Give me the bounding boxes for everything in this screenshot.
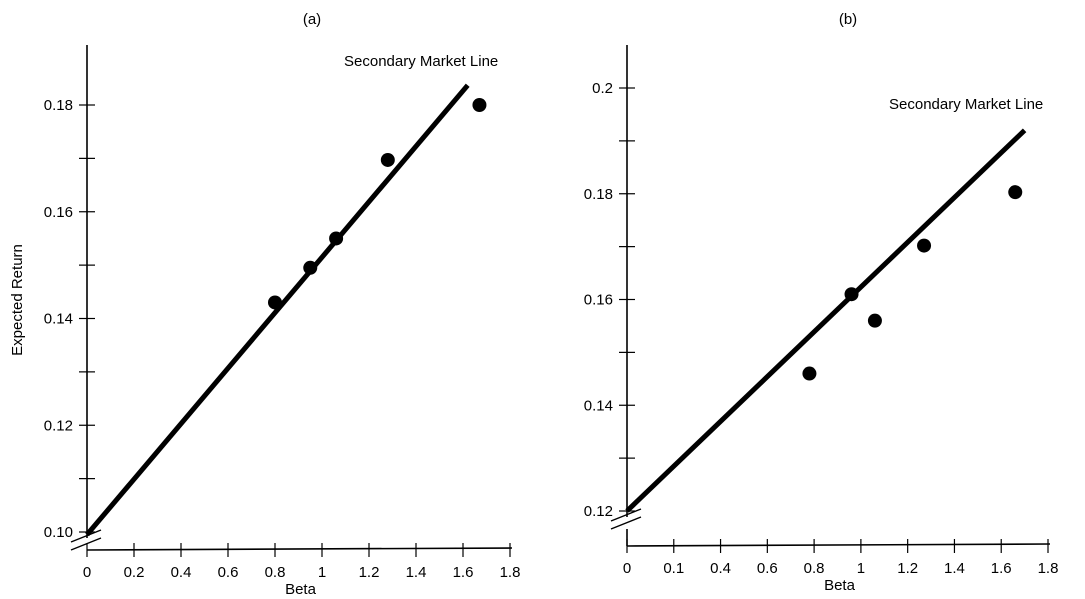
data-point bbox=[329, 231, 344, 246]
x-axis-title: Beta bbox=[824, 577, 856, 594]
panel-title: (a) bbox=[303, 11, 321, 28]
x-tick-label: 0.8 bbox=[265, 564, 286, 581]
x-tick-label: 1 bbox=[857, 560, 865, 577]
secondary-market-line bbox=[85, 83, 470, 537]
y-tick-label: 0.18 bbox=[584, 186, 613, 203]
data-point bbox=[844, 287, 859, 302]
x-axis-line bbox=[626, 543, 1051, 547]
axis-break-mark bbox=[70, 529, 102, 543]
x-axis-line bbox=[86, 547, 513, 551]
y-tick-label: 0.12 bbox=[44, 417, 73, 434]
y-tick-label: 0.10 bbox=[44, 524, 73, 541]
x-tick-label: 0.6 bbox=[218, 564, 239, 581]
x-tick-label: 1.4 bbox=[944, 560, 965, 577]
x-axis-title: Beta bbox=[285, 581, 317, 598]
data-point bbox=[802, 366, 817, 381]
line-label: Secondary Market Line bbox=[344, 53, 498, 70]
data-point bbox=[1008, 185, 1023, 200]
y-tick-label: 0.18 bbox=[44, 97, 73, 114]
y-tick-label: 0.14 bbox=[44, 311, 73, 328]
x-tick-label: 0.4 bbox=[171, 564, 192, 581]
x-tick-label: 1.6 bbox=[453, 564, 474, 581]
data-point bbox=[380, 152, 395, 167]
y-tick-label: 0.16 bbox=[584, 292, 613, 309]
data-point bbox=[268, 295, 282, 310]
x-tick-label: 1 bbox=[318, 564, 326, 581]
y-tick-label: 0.12 bbox=[584, 503, 613, 520]
chart-panel-b: (b) 0.12 0.14 0.16 0.18 0.2 0 0.1 0.4 0.6 0.8 1 1.2 1… bbox=[584, 11, 1059, 594]
data-point bbox=[917, 238, 932, 253]
x-tick-label: 1.2 bbox=[897, 560, 918, 577]
y-tick-label: 0.2 bbox=[592, 80, 613, 97]
data-point bbox=[472, 98, 487, 112]
y-axis-title: Expected Return bbox=[9, 244, 26, 356]
x-tick-label: 1.4 bbox=[406, 564, 427, 581]
x-tick-label: 0.2 bbox=[124, 564, 145, 581]
panel-title: (b) bbox=[839, 11, 857, 28]
x-tick-label: 1.6 bbox=[991, 560, 1012, 577]
chart-panel-a: (a) 0.10 0.12 0.14 0.16 0.18 0 0.2 0.4 0.6 0.8 1 1.2… bbox=[9, 11, 520, 598]
x-tick-label: 1.2 bbox=[359, 564, 380, 581]
x-tick-label: 0.4 bbox=[710, 560, 731, 577]
data-point bbox=[867, 313, 882, 328]
x-tick-label: 1.8 bbox=[500, 564, 521, 581]
axis-break-mark bbox=[610, 508, 642, 522]
x-tick-label: 0 bbox=[83, 564, 91, 581]
data-point bbox=[303, 260, 318, 275]
x-tick-label: 1.8 bbox=[1038, 560, 1059, 577]
y-tick-label: 0.14 bbox=[584, 397, 613, 414]
x-tick-label: 0 bbox=[623, 560, 631, 577]
x-tick-label: 0.1 bbox=[663, 560, 684, 577]
line-label: Secondary Market Line bbox=[889, 96, 1043, 113]
secondary-market-line bbox=[625, 128, 1027, 513]
axis-break-mark bbox=[70, 537, 102, 551]
y-tick-label: 0.16 bbox=[44, 204, 73, 221]
x-tick-label: 0.6 bbox=[757, 560, 778, 577]
chart-panels: (a)0.100.120.140.160.180 0.2 0.4 0.6 0.8 1 1.2… bbox=[9, 11, 1058, 598]
axis-break-mark bbox=[610, 516, 642, 530]
x-tick-label: 0.8 bbox=[804, 560, 825, 577]
